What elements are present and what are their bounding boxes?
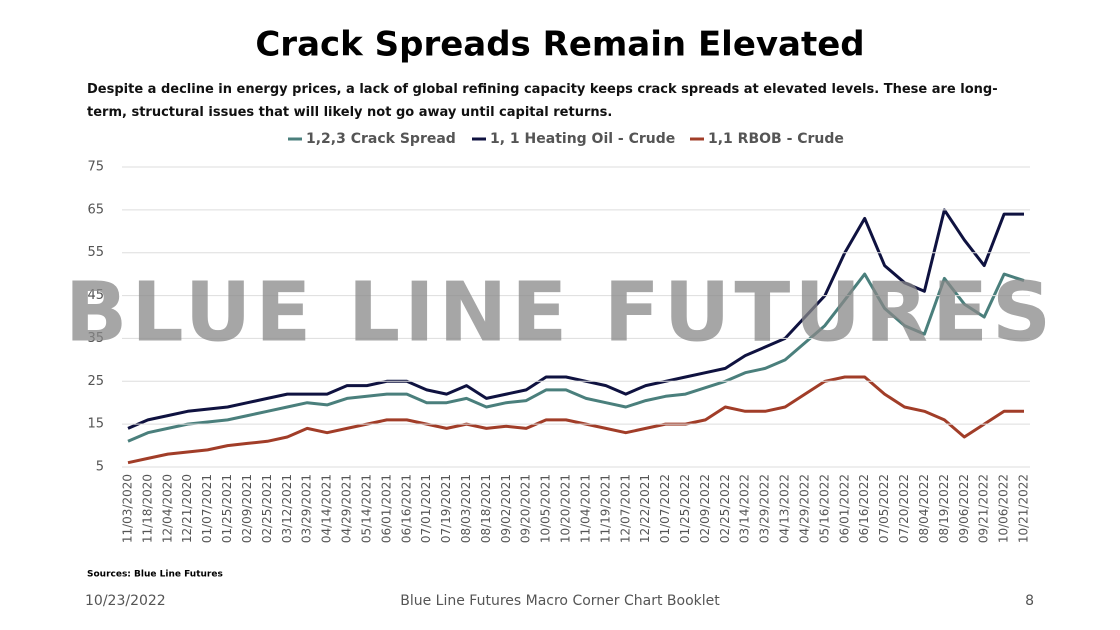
- x-tick-label: 04/14/2021: [320, 474, 334, 543]
- legend-label: 1,1 RBOB - Crude: [708, 131, 844, 147]
- x-tick-label: 03/12/2021: [280, 474, 294, 543]
- subtitle: Despite a decline in energy prices, a la…: [87, 82, 998, 120]
- x-tick-label: 02/25/2022: [718, 474, 732, 543]
- x-tick-label: 02/09/2021: [240, 474, 254, 543]
- x-tick-label: 10/06/2022: [997, 474, 1011, 543]
- chart-title: Crack Spreads Remain Elevated: [255, 25, 864, 65]
- watermark: BLUE LINE FUTURES: [65, 265, 1055, 360]
- x-tick-label: 11/18/2020: [140, 474, 154, 543]
- x-tick-label: 12/21/2020: [180, 474, 194, 543]
- x-tick-label: 05/16/2022: [817, 474, 831, 543]
- x-tick-label: 03/29/2021: [300, 474, 314, 543]
- y-tick-label: 55: [87, 245, 104, 260]
- y-tick-label: 25: [87, 374, 104, 389]
- x-tick-label: 01/25/2022: [678, 474, 692, 543]
- source: Sources: Blue Line Futures: [87, 570, 223, 580]
- x-tick-label: 08/18/2021: [479, 474, 493, 543]
- x-tick-label: 02/25/2021: [260, 474, 274, 543]
- y-tick-label: 45: [87, 288, 104, 303]
- x-tick-label: 06/01/2021: [379, 474, 393, 543]
- x-tick-label: 12/22/2021: [638, 474, 652, 543]
- x-tick-label: 06/16/2021: [399, 474, 413, 543]
- footer-date: 10/23/2022: [85, 593, 166, 609]
- y-tick-label: 35: [87, 331, 104, 346]
- y-tick-label: 5: [96, 460, 104, 475]
- x-tick-label: 10/21/2022: [1017, 474, 1031, 543]
- x-tick-label: 09/06/2022: [957, 474, 971, 543]
- x-tick-label: 11/19/2021: [598, 474, 612, 543]
- y-tick-label: 15: [87, 417, 104, 432]
- x-tick-label: 01/07/2021: [200, 474, 214, 543]
- x-tick-label: 03/29/2022: [758, 474, 772, 543]
- x-tick-label: 05/14/2021: [359, 474, 373, 543]
- legend-item: 1,2,3 Crack Spread: [288, 131, 456, 147]
- legend-item: 1,1 RBOB - Crude: [690, 131, 844, 147]
- x-tick-label: 09/02/2021: [499, 474, 513, 543]
- x-tick-label: 07/05/2022: [877, 474, 891, 543]
- x-tick-label: 06/01/2022: [837, 474, 851, 543]
- x-tick-label: 08/03/2021: [459, 474, 473, 543]
- x-tick-label: 04/29/2022: [797, 474, 811, 543]
- x-tick-label: 09/21/2022: [977, 474, 991, 543]
- x-tick-label: 03/14/2022: [738, 474, 752, 543]
- legend-label: 1, 1 Heating Oil - Crude: [490, 131, 675, 147]
- legend-item: 1, 1 Heating Oil - Crude: [472, 131, 675, 147]
- x-tick-label: 11/03/2020: [121, 474, 135, 543]
- x-tick-label: 11/04/2021: [578, 474, 592, 543]
- x-tick-label: 10/20/2021: [559, 474, 573, 543]
- legend-label: 1,2,3 Crack Spread: [306, 131, 456, 147]
- x-tick-label: 07/19/2021: [439, 474, 453, 543]
- x-tick-label: 07/01/2021: [419, 474, 433, 543]
- x-tick-label: 10/05/2021: [539, 474, 553, 543]
- x-tick-label: 02/09/2022: [698, 474, 712, 543]
- page-number: 8: [1025, 593, 1034, 609]
- x-tick-label: 04/29/2021: [340, 474, 354, 543]
- x-tick-label: 09/20/2021: [519, 474, 533, 543]
- footer-title: Blue Line Futures Macro Corner Chart Boo…: [400, 593, 720, 609]
- x-tick-label: 01/07/2022: [658, 474, 672, 543]
- x-tick-label: 06/16/2022: [857, 474, 871, 543]
- x-tick-label: 12/04/2020: [160, 474, 174, 543]
- x-tick-label: 04/13/2022: [778, 474, 792, 543]
- series-line: [127, 272, 1025, 443]
- x-tick-label: 12/07/2021: [618, 474, 632, 543]
- x-tick-label: 01/25/2021: [220, 474, 234, 543]
- y-tick-label: 65: [87, 202, 104, 217]
- y-tick-label: 75: [87, 160, 104, 175]
- x-tick-label: 07/20/2022: [897, 474, 911, 543]
- series-line: [127, 375, 1024, 465]
- series-line: [127, 208, 1024, 430]
- x-tick-label: 08/04/2022: [917, 474, 931, 543]
- x-tick-label: 08/19/2022: [937, 474, 951, 543]
